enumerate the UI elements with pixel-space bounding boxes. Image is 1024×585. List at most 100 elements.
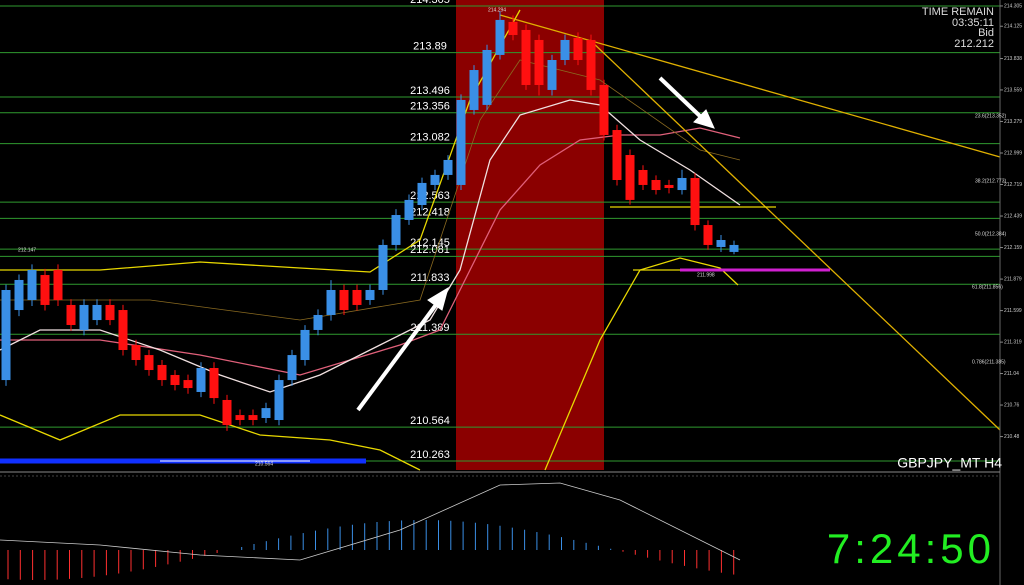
y-tick-label: 213.838: [1004, 56, 1022, 62]
level-label: 213.082: [410, 132, 450, 144]
level-label: 214.305: [410, 0, 450, 6]
candle-body: [651, 180, 661, 191]
candle-body: [118, 310, 128, 350]
price-levels: 214.305 213.89 213.496 213.356 213.082 212.56…: [0, 0, 1000, 462]
timer-value: 03:35:11: [952, 17, 994, 29]
level-label: 213.496: [410, 85, 450, 97]
candle-body: [586, 39, 596, 90]
candle-body: [53, 269, 63, 301]
candle-body: [625, 155, 635, 200]
level-label: 211.833: [411, 272, 450, 284]
annotation: 214.294: [488, 7, 506, 13]
y-tick-label: 212.439: [1004, 213, 1022, 219]
oscillator-pane: [0, 482, 741, 580]
candle-body: [14, 279, 24, 311]
candle-body: [417, 182, 427, 205]
trendline: [589, 39, 1001, 431]
candle-body: [534, 39, 544, 85]
candle-body: [183, 380, 193, 389]
level-label: 213.89: [413, 41, 447, 53]
trendline: [499, 14, 1001, 158]
y-tick-label: 210.76: [1004, 402, 1020, 408]
candle-body: [690, 177, 700, 226]
y-tick-label: 211.319: [1004, 339, 1022, 345]
candle-body: [612, 130, 622, 181]
candle-body: [339, 289, 349, 311]
y-tick-label: 213.559: [1004, 87, 1022, 93]
timer-label: TIME REMAIN: [922, 6, 994, 18]
candle-body: [365, 289, 375, 301]
candle-body: [222, 399, 232, 425]
price-axis: 214.305 214.125 213.838 213.559 213.279 212.9…: [1000, 3, 1022, 440]
fib-label: 38.2(212.773): [975, 178, 1006, 184]
candle-body: [495, 19, 505, 55]
candle-body: [456, 99, 466, 185]
level-label: 212.563: [410, 190, 450, 202]
candle-body: [144, 355, 154, 371]
annotation: 210.564: [255, 461, 273, 467]
candle-body: [560, 39, 570, 61]
candle-body: [274, 380, 284, 421]
arrow-down: [658, 76, 704, 120]
candle-body: [105, 304, 115, 321]
candle-body: [313, 314, 323, 330]
candle-body: [1, 289, 11, 381]
candle-body: [157, 364, 167, 381]
candle-body: [287, 355, 297, 381]
fib-label: 50.0(212.384): [975, 231, 1006, 237]
clock: 7:24:50: [827, 525, 995, 572]
y-tick-label: 211.599: [1004, 308, 1022, 314]
candle-body: [40, 275, 50, 305]
candle-body: [248, 415, 258, 421]
symbol: GBPJPY_MT H4: [897, 455, 1002, 471]
candle-body: [27, 269, 37, 301]
level-label: 210.564: [410, 415, 450, 427]
envelope: [0, 59, 741, 321]
candle-body: [235, 415, 245, 421]
candle-body: [638, 169, 648, 185]
candle-body: [573, 37, 583, 61]
candle-body: [469, 70, 479, 110]
candle-body: [391, 215, 401, 245]
candle-body: [326, 289, 336, 315]
annotation: 211.998: [697, 272, 715, 278]
arrows: [356, 76, 715, 412]
y-tick-label: 212.159: [1004, 245, 1022, 251]
indicators: [0, 9, 1001, 471]
candle-body: [508, 21, 518, 36]
candle-body: [677, 177, 687, 191]
y-tick-label: 210.48: [1004, 434, 1020, 440]
level-label: 210.263: [410, 449, 450, 461]
candle-body: [261, 408, 271, 418]
candle-body: [131, 345, 141, 361]
fib-label: 61.8(211.856): [972, 284, 1003, 290]
candle-body: [703, 225, 713, 245]
y-tick-label: 214.125: [1004, 24, 1022, 30]
candle-body: [196, 368, 206, 392]
arrow-head: [427, 286, 449, 311]
bid-label: Bid: [978, 27, 994, 39]
candle-body: [664, 184, 674, 188]
arrow-up: [356, 300, 440, 412]
y-tick-label: 212.719: [1004, 182, 1022, 188]
level-label: 213.356: [410, 101, 450, 113]
candle-body: [79, 304, 89, 330]
candle-body: [599, 84, 609, 135]
candle-body: [378, 244, 388, 290]
candle-body: [404, 199, 414, 220]
bid-value: 212.212: [954, 38, 994, 50]
fib-label: 0.786(211.385): [972, 359, 1006, 365]
candle-body: [92, 304, 102, 321]
candles: [1, 11, 739, 431]
arrow-head: [693, 109, 715, 129]
candle-body: [521, 29, 531, 85]
candle-body: [300, 329, 310, 361]
y-tick-label: 213.279: [1004, 119, 1022, 125]
ma-slow: [0, 127, 741, 376]
level-label: 212.081: [410, 244, 450, 256]
candle-body: [443, 159, 453, 175]
candle-body: [482, 49, 492, 105]
candle-body: [547, 60, 557, 90]
y-tick-label: 211.04: [1004, 371, 1019, 377]
